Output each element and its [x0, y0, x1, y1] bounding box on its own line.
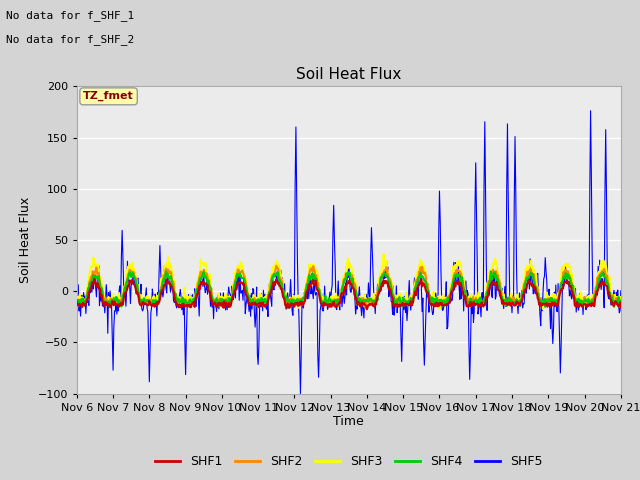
X-axis label: Time: Time: [333, 415, 364, 429]
Text: TZ_fmet: TZ_fmet: [83, 91, 134, 101]
Title: Soil Heat Flux: Soil Heat Flux: [296, 68, 401, 83]
Text: No data for f_SHF_1: No data for f_SHF_1: [6, 10, 134, 21]
Legend: SHF1, SHF2, SHF3, SHF4, SHF5: SHF1, SHF2, SHF3, SHF4, SHF5: [150, 450, 547, 473]
Y-axis label: Soil Heat Flux: Soil Heat Flux: [19, 197, 32, 283]
Text: No data for f_SHF_2: No data for f_SHF_2: [6, 34, 134, 45]
